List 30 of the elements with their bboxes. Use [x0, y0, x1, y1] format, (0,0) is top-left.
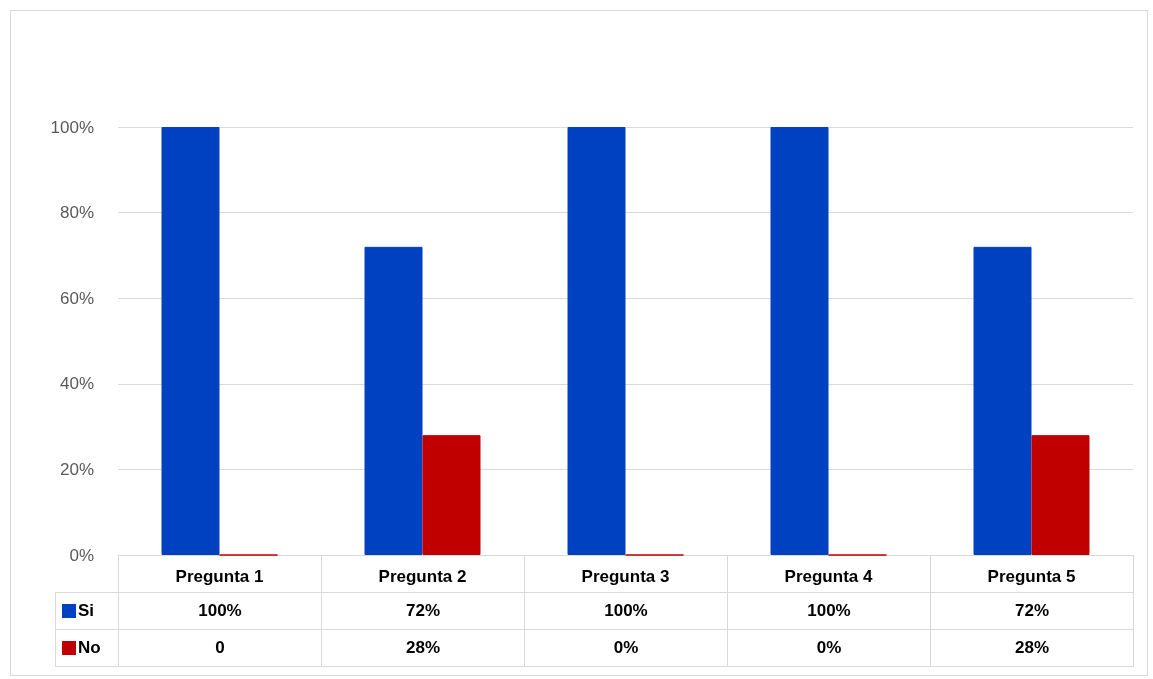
data-label: 0%: [524, 629, 728, 667]
bar: [567, 127, 626, 555]
y-tick-label: 100%: [50, 117, 94, 137]
legend-label: Si: [55, 592, 119, 630]
data-label: 72%: [321, 592, 525, 630]
data-label: 0%: [727, 629, 931, 667]
x-tick-label: Pregunta 3: [581, 567, 670, 586]
y-tick-label: 60%: [59, 288, 94, 308]
bar: [770, 127, 829, 555]
y-tick-label: 80%: [59, 203, 94, 223]
y-tick-label: 20%: [59, 459, 94, 479]
data-label: 100%: [524, 592, 728, 630]
data-label: 100%: [727, 592, 931, 630]
x-tick-label: Pregunta 4: [784, 567, 873, 586]
y-tick-label: 40%: [59, 374, 94, 394]
bar: [973, 246, 1032, 555]
bar: [364, 246, 423, 555]
data-label: 100%: [118, 592, 322, 630]
data-label: 72%: [930, 592, 1134, 630]
data-label: 0: [118, 629, 322, 667]
bar: [422, 435, 481, 555]
bar: [1031, 435, 1090, 555]
x-tick-label: Pregunta 5: [987, 567, 1076, 586]
x-tick-label: Pregunta 2: [378, 567, 467, 586]
bar: [161, 127, 220, 555]
y-tick-label: 0%: [69, 545, 94, 565]
x-tick-label: Pregunta 1: [175, 567, 264, 586]
data-label: 28%: [930, 629, 1134, 667]
legend-label: No: [55, 629, 119, 667]
data-label: 28%: [321, 629, 525, 667]
